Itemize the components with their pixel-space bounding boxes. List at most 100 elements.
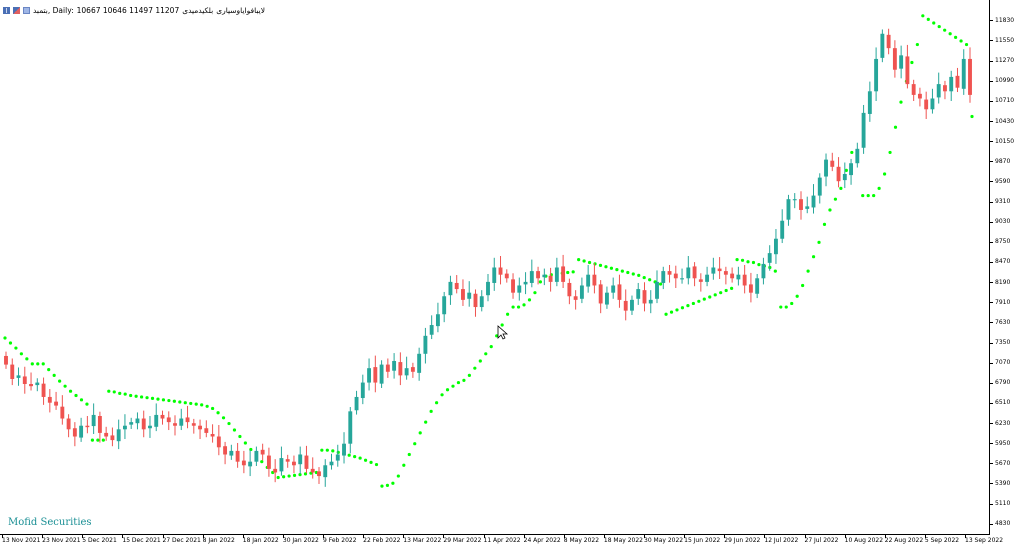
candle <box>392 353 397 379</box>
candle <box>461 279 465 306</box>
candle <box>855 142 860 168</box>
sar-dot <box>451 384 455 388</box>
time-axis[interactable]: 13 Nov 2021 23 Nov 2021 5 Dec 2021 15 Dec 2… <box>0 535 1003 550</box>
sar-dot <box>795 294 799 298</box>
sar-dot <box>664 312 668 316</box>
candle <box>41 377 46 405</box>
candle <box>486 273 490 302</box>
sar-dot <box>41 362 45 366</box>
candle <box>949 70 954 102</box>
candle <box>492 257 497 291</box>
candle <box>423 327 428 364</box>
candlestick-series <box>4 28 972 487</box>
date-tick-label: 30 May 2022 <box>644 535 684 544</box>
candle <box>692 262 697 287</box>
price-chart[interactable] <box>0 0 990 535</box>
indicator-icon[interactable] <box>23 6 30 14</box>
date-tick-label: 18 Jan 2022 <box>242 535 279 544</box>
candle <box>22 366 27 394</box>
chart-grid-icon[interactable] <box>3 6 10 14</box>
price-axis[interactable]: 11830 11550 11270 10990 10710 10430 10150 9870 9… <box>990 0 1024 535</box>
sar-dot <box>566 270 570 275</box>
sar-dot <box>8 341 13 345</box>
candle <box>655 270 659 304</box>
candle <box>536 266 541 285</box>
candle <box>317 467 321 484</box>
sar-dot <box>719 291 723 295</box>
sar-dot <box>686 304 690 308</box>
sar-dot <box>129 393 133 398</box>
candle <box>623 289 628 321</box>
candle <box>216 425 221 456</box>
candle <box>467 281 472 307</box>
candle <box>842 162 847 189</box>
candle <box>811 184 816 214</box>
sar-dot <box>533 291 537 295</box>
candle <box>254 446 259 466</box>
date-tick-label: 22 Aug 2022 <box>884 535 924 544</box>
date-tick-label: 12 Jul 2022 <box>764 535 799 544</box>
sar-dot <box>112 390 116 394</box>
candle <box>204 420 209 438</box>
sar-dot <box>101 438 105 442</box>
candle <box>97 411 102 443</box>
sar-dot <box>363 458 368 462</box>
candle <box>141 410 146 438</box>
sar-dot <box>899 100 903 104</box>
sar-dot <box>484 352 488 356</box>
candle <box>667 264 672 283</box>
sar-dot <box>877 186 881 190</box>
sar-dot <box>888 150 892 155</box>
candle <box>66 414 71 438</box>
chart-type-icon[interactable] <box>13 6 20 14</box>
sar-dot <box>500 323 504 327</box>
candle <box>905 44 910 89</box>
candle <box>323 459 328 487</box>
sar-dot <box>790 301 794 306</box>
candle <box>836 157 841 188</box>
candle <box>198 419 202 440</box>
candle <box>122 414 127 440</box>
candle <box>717 257 722 280</box>
price-tick-label: 7070 <box>990 359 1010 366</box>
candle <box>730 267 735 283</box>
sar-dot <box>467 373 471 377</box>
sar-dot <box>19 352 23 356</box>
date-tick-label: 23 Nov 2021 <box>42 535 81 544</box>
candle <box>736 266 741 286</box>
sar-dot <box>954 35 958 39</box>
sar-dot <box>347 453 351 457</box>
candle <box>191 418 196 434</box>
sar-dot <box>806 269 810 273</box>
candle <box>129 417 134 429</box>
chart-plot-area[interactable]: بتمبد, Daily: 10667 10646 11497 11207 بل… <box>0 0 990 535</box>
candle <box>955 67 960 93</box>
candle <box>523 272 528 295</box>
sar-dot <box>3 336 7 340</box>
sar-dot <box>964 42 969 47</box>
sar-dot <box>538 280 543 284</box>
parabolic-sar-series <box>3 14 974 488</box>
sar-dot <box>462 378 466 383</box>
candle <box>404 356 409 380</box>
sar-dot <box>358 456 362 460</box>
candle <box>617 274 622 308</box>
candle <box>85 416 90 434</box>
price-tick-label: 8470 <box>990 258 1010 265</box>
sar-dot <box>604 265 608 269</box>
sar-dot <box>47 368 51 372</box>
candle <box>592 263 597 294</box>
candle <box>561 254 566 288</box>
sar-dot <box>58 379 62 383</box>
sar-dot <box>79 398 84 402</box>
candle <box>435 302 440 333</box>
sar-dot <box>850 150 854 155</box>
sar-dot <box>943 28 947 32</box>
date-tick-label: 5 Sep 2022 <box>924 535 960 544</box>
indicator-label-2: لایبافوایاوسیاری <box>216 5 265 15</box>
sar-dot <box>14 346 18 350</box>
sar-dot <box>172 399 176 403</box>
date-tick-label: 8 May 2022 <box>563 535 600 544</box>
candle <box>260 443 265 461</box>
